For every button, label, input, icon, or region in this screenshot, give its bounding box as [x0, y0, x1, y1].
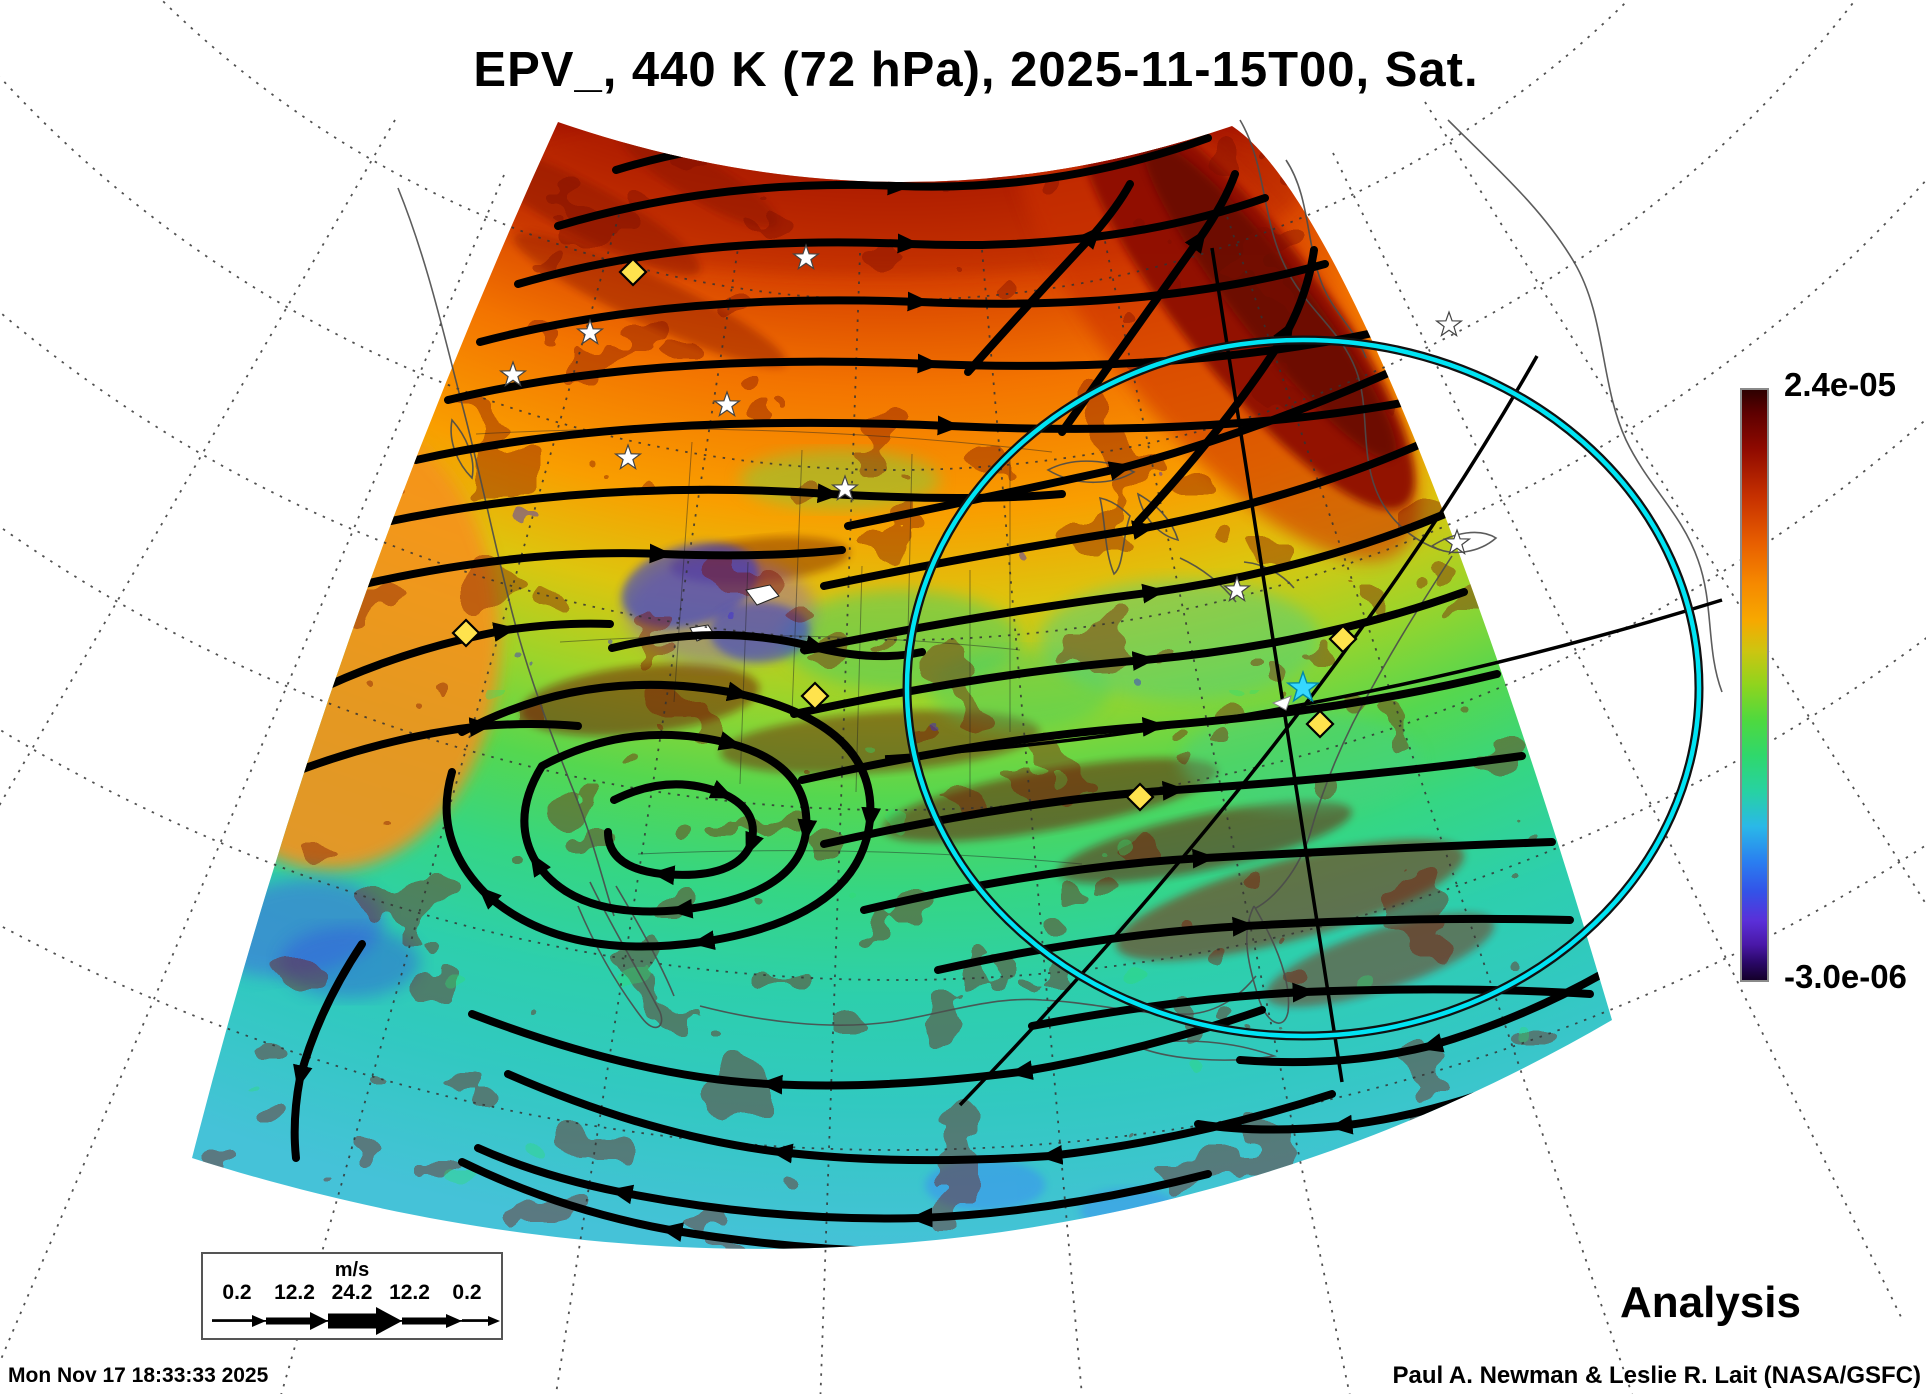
colorbar-min-label: -3.0e-06 — [1784, 958, 1907, 995]
wind-legend-tick: 0.2 — [222, 1281, 252, 1304]
white-patch — [745, 584, 780, 606]
wind-legend-units: m/s — [334, 1259, 370, 1281]
page-title: EPV_, 440 K (72 hPa), 2025-11-15T00, Sat… — [473, 43, 1479, 97]
wind-legend-ticks: 0.2 12.2 24.2 12.2 0.2 — [203, 1281, 501, 1304]
white-star-icon — [498, 360, 528, 387]
analysis-label: Analysis — [1620, 1278, 1801, 1327]
white-star-icon — [613, 443, 643, 470]
wind-legend-arrow-icon — [212, 1307, 500, 1335]
colorbar-max-label: 2.4e-05 — [1784, 366, 1896, 403]
wind-legend-tick: 0.2 — [452, 1281, 482, 1304]
yellow-diamond-icon — [1305, 709, 1335, 739]
epv-field — [192, 122, 1612, 1249]
wind-legend-tick: 12.2 — [274, 1281, 315, 1304]
white-star-icon — [575, 318, 605, 345]
yellow-diamond-icon — [800, 681, 830, 711]
colorbar-gradient — [1742, 390, 1767, 980]
cyan-star-icon — [1285, 669, 1321, 703]
track-line-3 — [958, 355, 1539, 1107]
white-star-icon — [1222, 575, 1252, 602]
white-star-icon — [712, 390, 742, 417]
track-line-2 — [884, 598, 1723, 759]
white-star-icon — [1434, 310, 1464, 337]
track-lines — [884, 247, 1723, 1107]
yellow-diamond-icon — [1328, 624, 1358, 654]
track-line-1 — [1210, 247, 1344, 1083]
range-ring-circle — [904, 337, 1702, 1039]
white-arrow-icon — [1271, 695, 1292, 711]
wind-legend-tick: 12.2 — [389, 1281, 430, 1304]
wind-legend-tick: 24.2 — [331, 1281, 373, 1304]
station-markers — [451, 243, 1472, 812]
yellow-diamond-icon — [1125, 782, 1155, 812]
generation-timestamp: Mon Nov 17 18:33:33 2025 — [8, 1364, 269, 1387]
colorbar — [1740, 388, 1769, 982]
yellow-diamond-icon — [451, 618, 481, 648]
range-ring — [902, 335, 1704, 1041]
white-star-icon — [791, 243, 821, 270]
white-star-icon — [830, 474, 860, 501]
yellow-diamond-icon — [618, 257, 648, 287]
white-star-icon — [1442, 528, 1472, 555]
credit-text: Paul A. Newman & Leslie R. Lait (NASA/GS… — [1392, 1362, 1921, 1389]
wind-speed-legend: m/s 0.2 12.2 24.2 12.2 0.2 — [201, 1252, 503, 1340]
